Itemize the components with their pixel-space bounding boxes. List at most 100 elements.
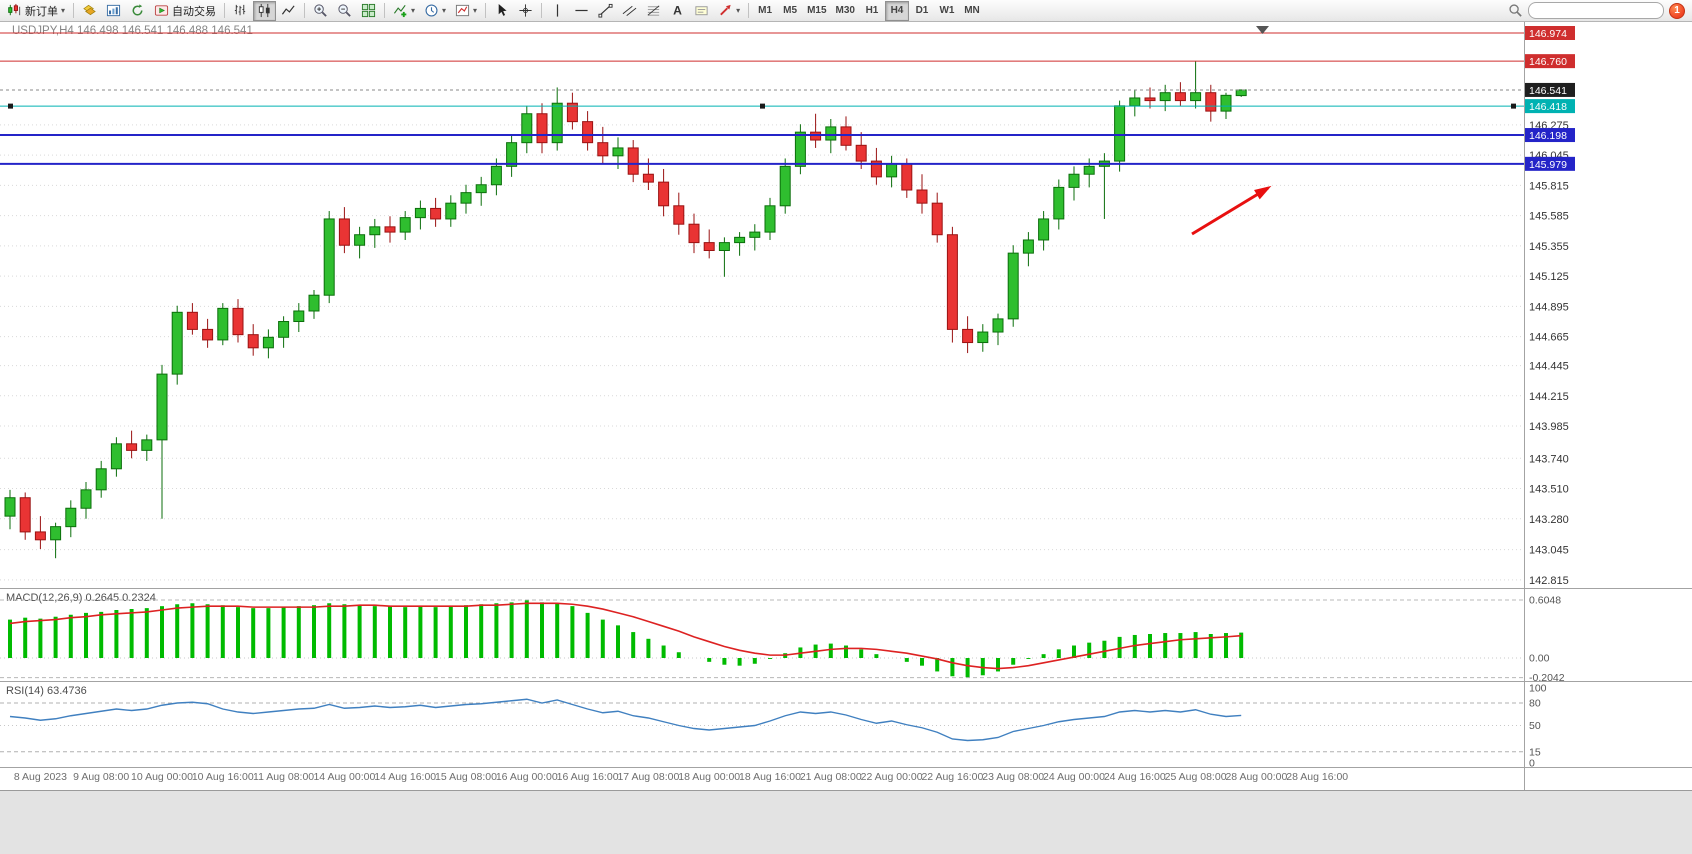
svg-text:146.974: 146.974 — [1529, 28, 1567, 40]
new-order-label: 新订单 — [25, 5, 58, 18]
horizontal-level-lines[interactable] — [0, 32, 1524, 165]
charts-button[interactable] — [102, 1, 125, 21]
timeframe-h1-button[interactable]: H1 — [860, 1, 884, 21]
refresh-button[interactable] — [126, 1, 149, 21]
timeframe-buttons: M1 M5 M15 M30 H1 H4 D1 W1 MN — [753, 0, 984, 21]
zoom-in-button[interactable] — [309, 1, 332, 21]
svg-text:15 Aug 08:00: 15 Aug 08:00 — [435, 771, 497, 783]
crosshair-icon — [519, 4, 532, 17]
chevron-down-icon: ▾ — [411, 6, 416, 15]
candlestick-button[interactable] — [253, 0, 277, 21]
text-icon: A — [673, 4, 682, 18]
svg-text:142.815: 142.815 — [1529, 575, 1569, 587]
periods-button[interactable]: ▾ — [420, 1, 450, 21]
profiles-icon — [83, 4, 96, 16]
indicators-button[interactable]: ▾ — [389, 1, 419, 21]
svg-text:18 Aug 00:00: 18 Aug 00:00 — [678, 771, 740, 783]
toolbar-separator — [541, 3, 543, 18]
cursor-button[interactable] — [490, 1, 513, 21]
vertical-line-button[interactable] — [546, 1, 569, 21]
profiles-button[interactable] — [78, 1, 101, 21]
timeframe-m5-button[interactable]: M5 — [778, 1, 802, 21]
svg-text:144.895: 144.895 — [1529, 301, 1569, 313]
svg-text:145.815: 145.815 — [1529, 180, 1569, 192]
svg-text:143.510: 143.510 — [1529, 484, 1569, 496]
svg-text:24 Aug 16:00: 24 Aug 16:00 — [1104, 771, 1166, 783]
svg-text:9 Aug 08:00: 9 Aug 08:00 — [73, 771, 129, 783]
fibonacci-icon — [647, 5, 660, 16]
cursor-icon — [498, 3, 507, 16]
zoom-in-icon — [314, 4, 327, 17]
notification-badge[interactable]: 1 — [1669, 2, 1685, 19]
svg-text:28 Aug 00:00: 28 Aug 00:00 — [1225, 771, 1287, 783]
text-button[interactable]: A — [666, 1, 689, 21]
zoom-out-icon — [338, 4, 351, 17]
svg-text:16 Aug 16:00: 16 Aug 16:00 — [557, 771, 619, 783]
bar-chart-button[interactable] — [229, 1, 252, 21]
svg-text:144.665: 144.665 — [1529, 332, 1569, 344]
timeframe-mn-button[interactable]: MN — [960, 1, 984, 21]
rsi-pane: 100 80 50 150 — [0, 683, 1547, 770]
zoom-out-button[interactable] — [333, 1, 356, 21]
trendline-icon — [598, 3, 613, 18]
channel-button[interactable] — [618, 1, 641, 21]
timeframe-w1-button[interactable]: W1 — [935, 1, 959, 21]
crosshair-button[interactable] — [514, 1, 537, 21]
template-icon — [455, 4, 470, 17]
toolbar-separator — [384, 3, 386, 18]
macd-label: MACD(12,26,9) 0.2645 0.2324 — [6, 592, 156, 604]
svg-text:50: 50 — [1529, 720, 1541, 732]
fibonacci-button[interactable] — [642, 1, 665, 21]
horizontal-line-button[interactable] — [570, 1, 593, 21]
chevron-down-icon: ▾ — [736, 6, 741, 15]
svg-text:144.215: 144.215 — [1529, 391, 1569, 403]
svg-text:146.418: 146.418 — [1529, 101, 1567, 113]
trendline-button[interactable] — [594, 1, 617, 21]
vertical-line-icon — [556, 4, 559, 17]
svg-text:25 Aug 08:00: 25 Aug 08:00 — [1165, 771, 1227, 783]
svg-text:22 Aug 16:00: 22 Aug 16:00 — [921, 771, 983, 783]
search-input[interactable] — [1528, 2, 1664, 19]
tile-windows-button[interactable] — [357, 1, 380, 21]
svg-text:15: 15 — [1529, 746, 1541, 758]
autotrading-button[interactable]: 自动交易 — [150, 1, 220, 21]
macd-signal-line — [9, 602, 1242, 670]
timeframe-m30-button[interactable]: M30 — [832, 1, 859, 21]
new-order-button[interactable]: 新订单 ▾ — [3, 1, 69, 21]
channel-icon — [622, 5, 637, 17]
svg-text:17 Aug 08:00: 17 Aug 08:00 — [617, 771, 679, 783]
svg-text:23 Aug 08:00: 23 Aug 08:00 — [982, 771, 1044, 783]
toolbar-separator — [485, 3, 487, 18]
toolbar-separator — [748, 3, 750, 18]
timeframe-m15-button[interactable]: M15 — [803, 1, 830, 21]
chevron-down-icon: ▾ — [442, 6, 447, 15]
chart-window[interactable]: USDJPY,H4 146.498 146.541 146.488 146.54… — [0, 22, 1692, 790]
text-label-button[interactable] — [690, 1, 713, 21]
chart-svg[interactable]: 146.275146.045145.815145.585145.355145.1… — [0, 22, 1692, 790]
svg-text:145.125: 145.125 — [1529, 271, 1569, 283]
timeframe-d1-button[interactable]: D1 — [910, 1, 934, 21]
line-chart-button[interactable] — [277, 1, 300, 21]
svg-text:145.585: 145.585 — [1529, 211, 1569, 223]
timeframe-m1-button[interactable]: M1 — [753, 1, 777, 21]
tile-windows-icon — [361, 3, 376, 18]
svg-text:14 Aug 00:00: 14 Aug 00:00 — [313, 771, 375, 783]
svg-text:143.045: 143.045 — [1529, 545, 1569, 557]
arrow-annotation[interactable] — [1191, 185, 1272, 236]
arrows-button[interactable]: ▾ — [714, 1, 744, 21]
pane-separators — [0, 22, 1692, 790]
timeframe-h4-button[interactable]: H4 — [884, 0, 909, 21]
arrow-object-icon — [720, 4, 731, 16]
toolbar-separator — [304, 3, 306, 18]
svg-text:10 Aug 00:00: 10 Aug 00:00 — [131, 771, 193, 783]
templates-button[interactable]: ▾ — [451, 1, 481, 21]
toolbar-right-group: 1 — [1508, 2, 1685, 19]
svg-text:143.280: 143.280 — [1529, 514, 1569, 526]
new-order-icon — [8, 3, 21, 16]
main-toolbar: 新订单 ▾ 自动交易 — [0, 0, 1692, 22]
svg-text:24 Aug 00:00: 24 Aug 00:00 — [1043, 771, 1105, 783]
refresh-icon — [132, 4, 143, 16]
clock-icon — [425, 4, 438, 17]
toolbar-separator — [224, 3, 226, 18]
autotrading-icon — [154, 5, 169, 16]
